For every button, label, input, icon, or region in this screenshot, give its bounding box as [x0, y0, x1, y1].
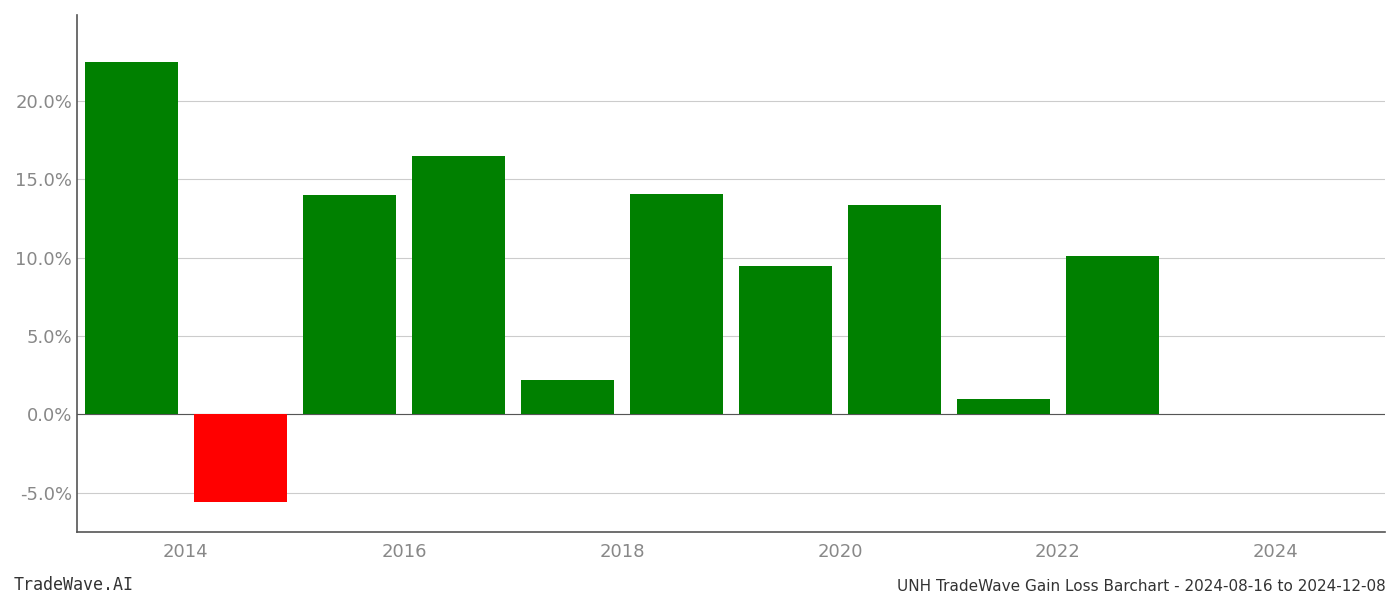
Bar: [412, 156, 505, 415]
Bar: [521, 380, 613, 415]
Bar: [630, 194, 722, 415]
Bar: [1067, 256, 1159, 415]
Text: TradeWave.AI: TradeWave.AI: [14, 576, 134, 594]
Bar: [302, 195, 396, 415]
Bar: [739, 266, 832, 415]
Bar: [85, 62, 178, 415]
Bar: [195, 415, 287, 502]
Bar: [848, 205, 941, 415]
Bar: [958, 399, 1050, 415]
Text: UNH TradeWave Gain Loss Barchart - 2024-08-16 to 2024-12-08: UNH TradeWave Gain Loss Barchart - 2024-…: [897, 579, 1386, 594]
